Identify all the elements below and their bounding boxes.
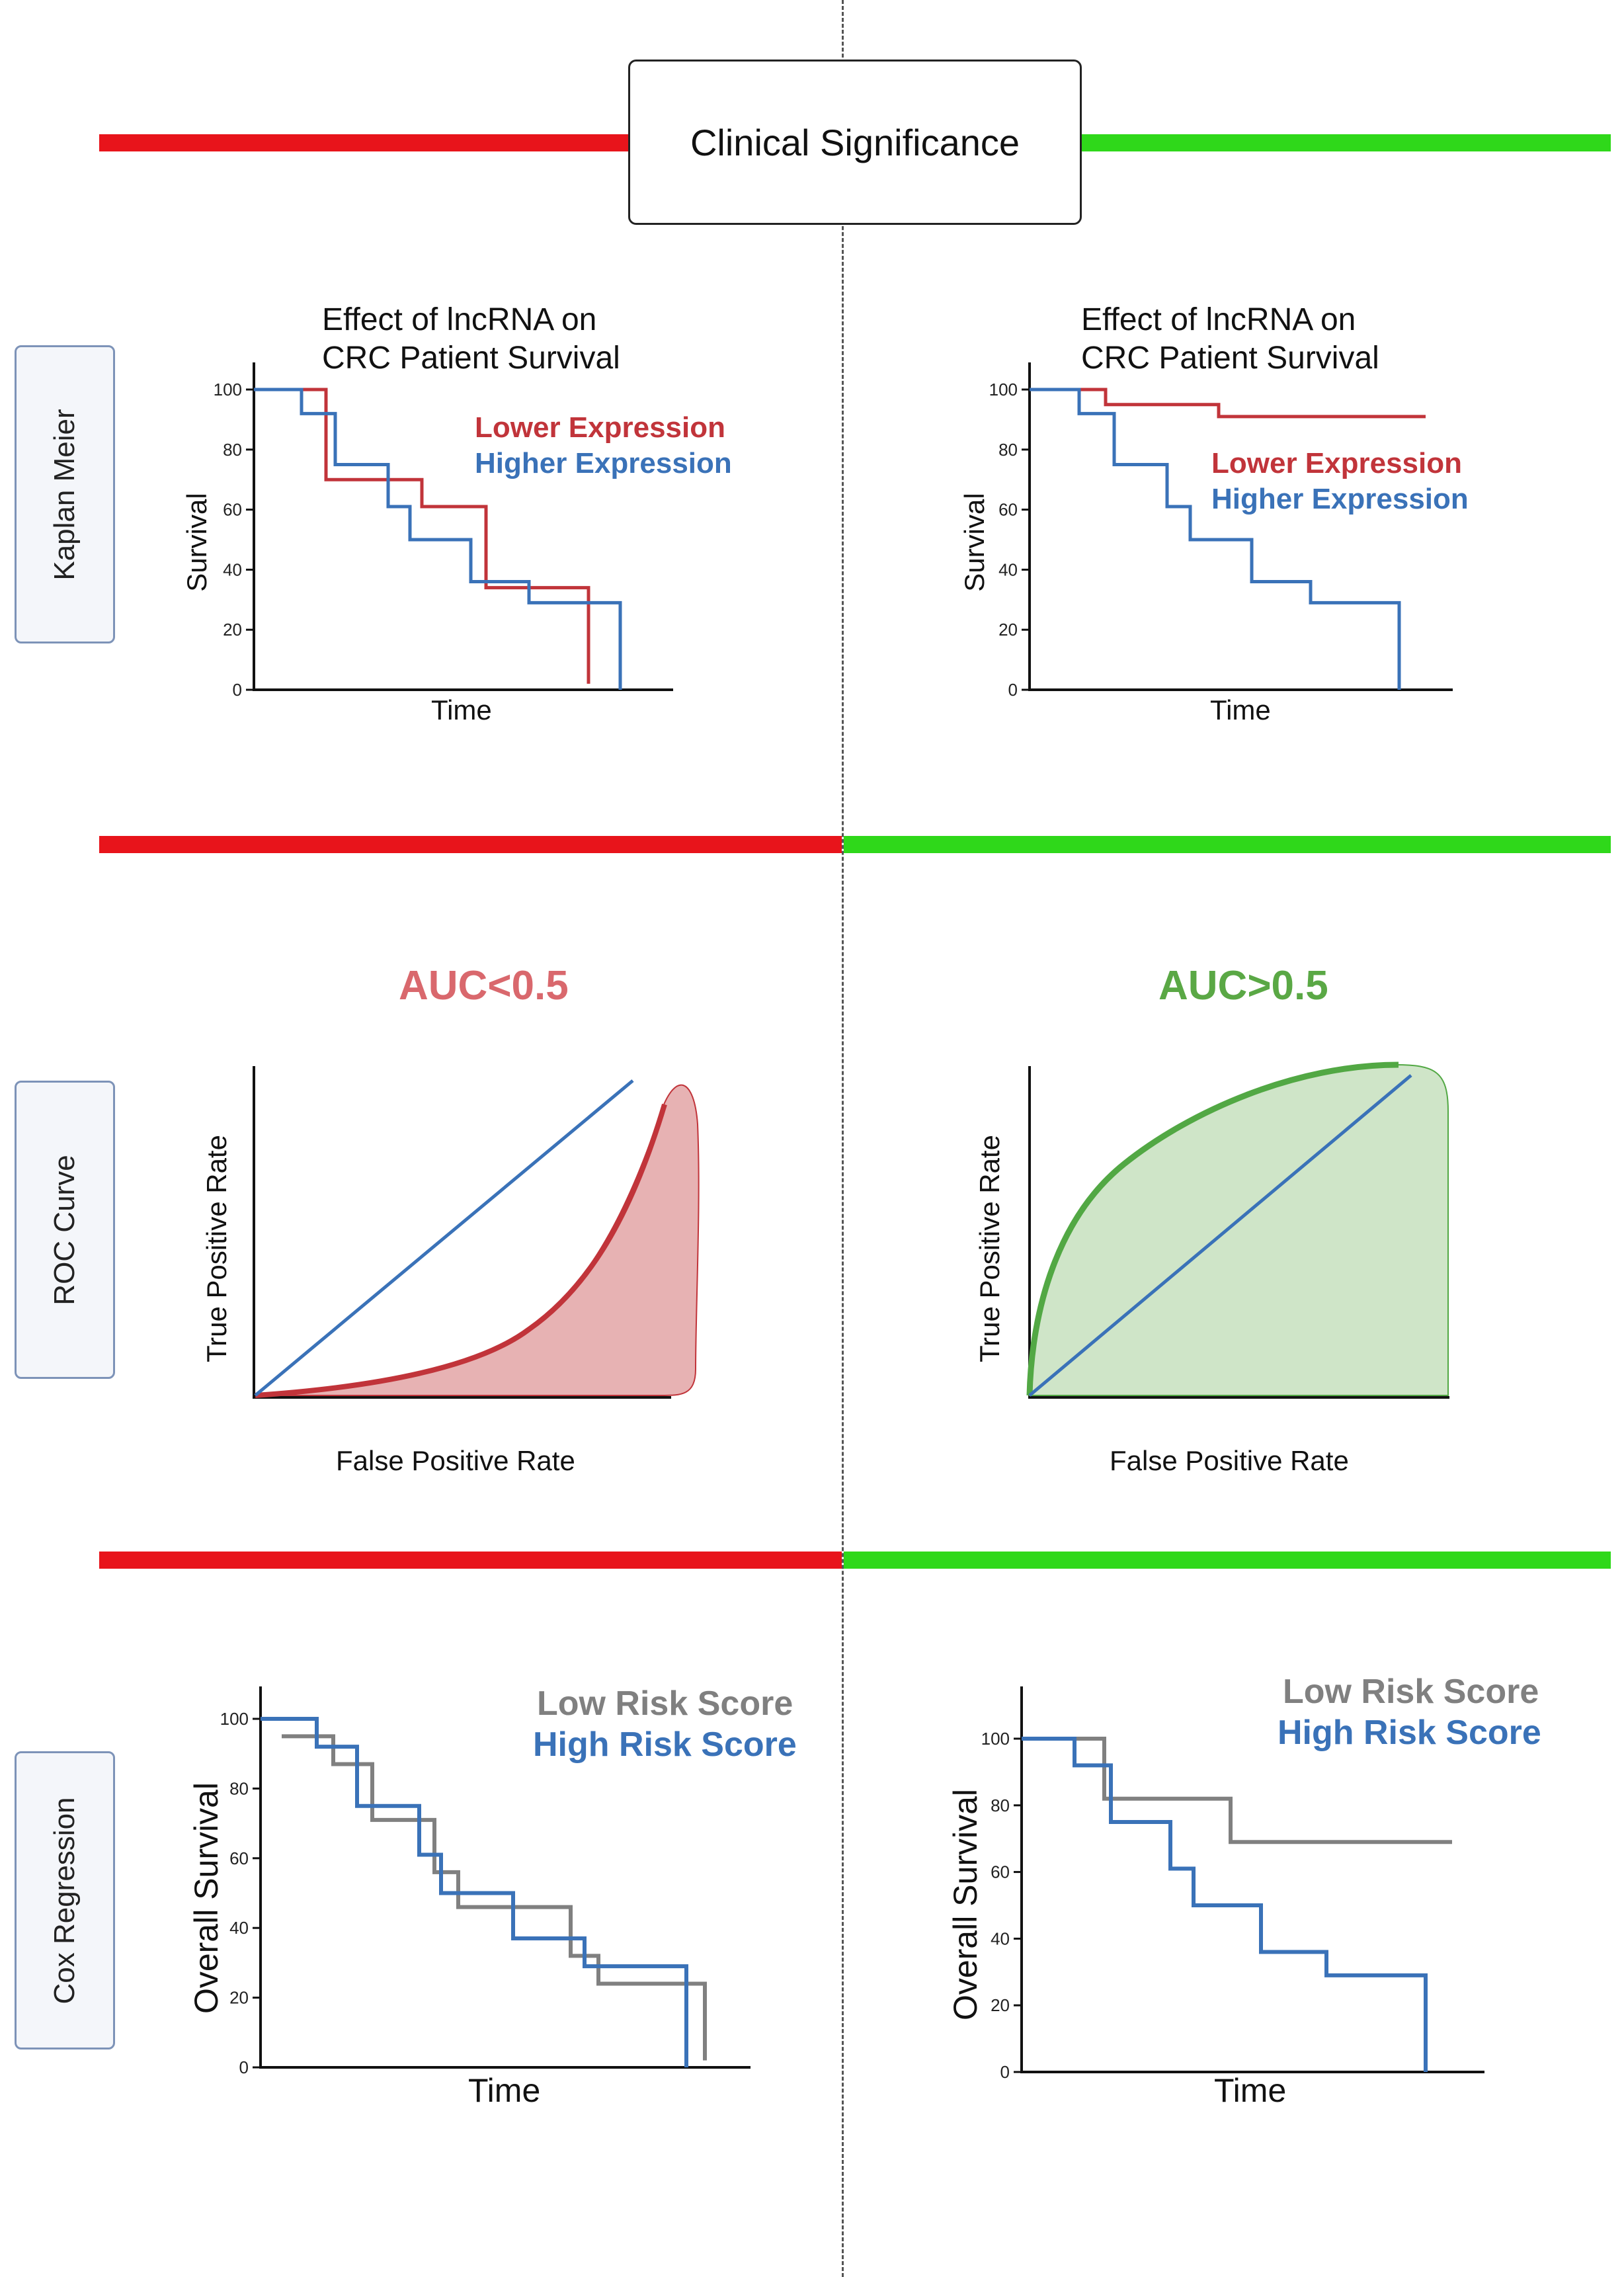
km-left-ytick-label: 100 (214, 380, 242, 399)
roc-right-reference-line (1028, 1074, 1412, 1397)
roc-left-area-fill (255, 1084, 700, 1396)
km-right-title-line2: CRC Patient Survival (1081, 341, 1379, 376)
cox-left-ytick-label: 60 (229, 1848, 249, 1868)
page-title: Clinical Significance (628, 60, 1082, 225)
km-right-ytick-label: 100 (989, 380, 1018, 399)
km-right-ytick-label: 40 (998, 559, 1018, 579)
km-right-ytick-label: 20 (998, 620, 1018, 640)
roc-right-curve (1026, 1061, 1399, 1396)
roc-left-curve (255, 1103, 667, 1398)
roc-left-reference-line (254, 1079, 634, 1397)
km-left-ytick-label: 40 (223, 559, 242, 579)
cox-right-axes (1020, 1686, 1484, 2073)
legend-lower-expression: Lower Expression (1211, 447, 1463, 479)
row-label-cox-regression: Cox Regression (15, 1751, 115, 2049)
legend-higher-expression: Higher Expression (475, 447, 732, 479)
km-right-ytick-label: 80 (998, 440, 1018, 460)
km-right-axes (1028, 362, 1453, 691)
legend-low-risk: Low Risk Score (537, 1684, 793, 1723)
cox-right-line-high-risk (1022, 1737, 1428, 2072)
km-left-ytick-label: 0 (233, 680, 242, 700)
legend-higher-expression: Higher Expression (1211, 483, 1469, 515)
cox-right-ytick-label: 20 (991, 1995, 1010, 2015)
km-right-ytick-label: 0 (1008, 680, 1018, 700)
roc-right-xlabel: False Positive Rate (1110, 1445, 1349, 1476)
km-left-axes (253, 362, 673, 691)
cox-left-line-low-risk (282, 1734, 707, 2061)
legend-lower-expression: Lower Expression (475, 411, 726, 444)
km-left-title: Effect of lncRNA on CRC Patient Survival (322, 301, 620, 378)
page-title-text: Clinical Significance (690, 121, 1020, 163)
cox-left-xlabel: Time (468, 2072, 541, 2109)
negative-bar-lower (99, 1552, 842, 1569)
km-left-line-lower-expression (254, 388, 590, 684)
km-left-ytick-label: 60 (223, 500, 242, 520)
km-right-xlabel: Time (1210, 694, 1271, 725)
cox-left-ytick-label: 20 (229, 1988, 249, 2008)
roc-right-axes (1028, 1066, 1449, 1399)
km-right-title-line1: Effect of lncRNA on (1081, 302, 1356, 337)
legend-low-risk: Low Risk Score (1283, 1673, 1539, 1711)
km-right-line-higher-expression (1030, 388, 1401, 690)
legend-high-risk: High Risk Score (533, 1725, 797, 1764)
km-left-ytick-label: 80 (223, 440, 242, 460)
row-label-kaplan-meier: Kaplan Meier (15, 345, 115, 643)
km-right-line-lower-expression (1030, 388, 1426, 419)
center-divider (842, 0, 844, 2277)
roc-right-auc-label: AUC>0.5 (1158, 963, 1328, 1009)
cox-right-legend: Low Risk Score High Risk Score (1278, 1671, 1541, 1753)
km-right-title: Effect of lncRNA on CRC Patient Survival (1081, 301, 1379, 378)
cox-right-ytick-label: 100 (981, 1729, 1010, 1749)
km-left-legend: Lower Expression Higher Expression (475, 410, 732, 481)
cox-left-ytick-label: 40 (229, 1918, 249, 1938)
cox-right-ytick-label: 60 (991, 1862, 1010, 1882)
positive-bar-lower (844, 1552, 1611, 1569)
roc-right-area-fill (1028, 1063, 1449, 1396)
legend-high-risk: High Risk Score (1278, 1714, 1541, 1752)
positive-bar-top (1078, 134, 1611, 151)
km-right-legend: Lower Expression Higher Expression (1211, 446, 1469, 517)
km-left-title-line1: Effect of lncRNA on (322, 302, 597, 337)
cox-left-ytick-label: 100 (220, 1709, 249, 1729)
cox-left-line-high-risk (261, 1717, 688, 2067)
cox-right-line-low-risk (1022, 1737, 1452, 1844)
cox-left-ytick-label: 0 (239, 2057, 249, 2077)
negative-bar-top (99, 134, 628, 151)
km-left-xlabel: Time (431, 694, 492, 725)
roc-left-auc-label: AUC<0.5 (399, 963, 569, 1009)
cox-right-ytick-label: 0 (1000, 2062, 1010, 2082)
negative-bar-middle (99, 836, 842, 853)
cox-right-xlabel: Time (1214, 2072, 1287, 2109)
km-right-ytick-label: 60 (998, 500, 1018, 520)
cox-left-legend: Low Risk Score High Risk Score (533, 1683, 797, 1765)
km-left-title-line2: CRC Patient Survival (322, 341, 620, 376)
positive-bar-middle (844, 836, 1611, 853)
row-label-roc-curve: ROC Curve (15, 1081, 115, 1379)
km-left-ytick-label: 20 (223, 620, 242, 640)
roc-left-xlabel: False Positive Rate (336, 1445, 575, 1476)
cox-right-ytick-label: 80 (991, 1796, 1010, 1815)
cox-right-ytick-label: 40 (991, 1928, 1010, 1948)
cox-left-ytick-label: 80 (229, 1778, 249, 1798)
roc-left-axes (253, 1066, 671, 1399)
km-left-line-higher-expression (254, 388, 622, 690)
